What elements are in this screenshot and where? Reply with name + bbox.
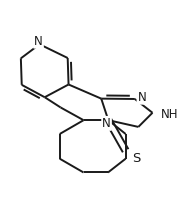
Text: S: S bbox=[132, 152, 141, 165]
Text: N: N bbox=[138, 91, 146, 104]
Text: N: N bbox=[102, 117, 111, 130]
Text: N: N bbox=[34, 35, 43, 48]
Text: NH: NH bbox=[161, 108, 179, 121]
